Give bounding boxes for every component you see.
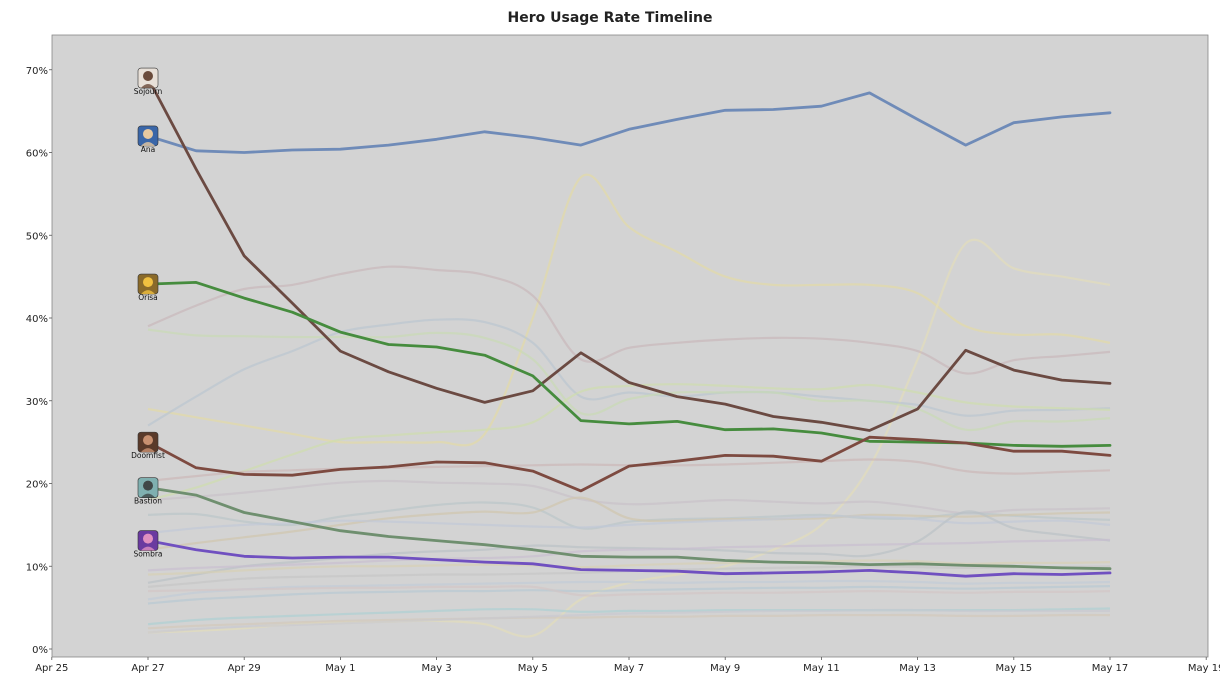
orisa-portrait-shoulders bbox=[141, 290, 155, 295]
x-tick-label: Apr 25 bbox=[35, 663, 68, 674]
hero-label-ana: Ana bbox=[141, 145, 155, 154]
background-series-line-20 bbox=[147, 613, 1111, 630]
background-series-line-12 bbox=[147, 510, 1111, 584]
x-tick-label: May 1 bbox=[325, 663, 355, 674]
y-tick-label: 10% bbox=[26, 562, 48, 573]
y-tick-label: 30% bbox=[26, 397, 48, 408]
y-tick-label: 70% bbox=[26, 66, 48, 77]
background-series-line-21 bbox=[147, 608, 1110, 634]
background-series-line-1 bbox=[147, 173, 1111, 447]
x-tick-label: May 11 bbox=[803, 663, 840, 674]
bastion-portrait-shoulders bbox=[141, 493, 155, 498]
hero-label-bastion: Bastion bbox=[134, 497, 162, 506]
series-line-doomfist bbox=[146, 435, 1112, 493]
plot-area bbox=[51, 34, 1209, 658]
x-tick-label: May 9 bbox=[710, 663, 740, 674]
ana-portrait-shoulders bbox=[141, 141, 155, 146]
x-tick-label: May 7 bbox=[614, 663, 644, 674]
chart-title: Hero Usage Rate Timeline bbox=[507, 10, 713, 26]
orisa-portrait-face bbox=[143, 277, 153, 288]
background-series-line-8 bbox=[147, 479, 1111, 515]
series-line-bastion bbox=[146, 486, 1112, 571]
background-series-line-17 bbox=[147, 585, 1111, 605]
y-tick-label: 60% bbox=[26, 149, 48, 160]
x-tick-label: Apr 27 bbox=[131, 663, 164, 674]
hero-label-doomfist: Doomfist bbox=[131, 451, 165, 460]
x-tick-label: May 3 bbox=[421, 663, 451, 674]
sojourn-portrait-face bbox=[143, 71, 153, 82]
x-tick-label: Apr 29 bbox=[228, 663, 261, 674]
y-tick-label: 0% bbox=[32, 645, 48, 656]
x-tick-label: May 19 bbox=[1188, 663, 1220, 674]
y-tick-label: 20% bbox=[26, 480, 48, 491]
hero-label-sombra: Sombra bbox=[133, 550, 162, 559]
y-tick-label: 50% bbox=[26, 231, 48, 242]
sombra-portrait-face bbox=[143, 533, 153, 544]
background-series-line-4 bbox=[147, 318, 1111, 427]
doomfist-portrait-shoulders bbox=[141, 448, 155, 453]
background-series-line-14 bbox=[147, 559, 1111, 576]
series-line-sombra bbox=[146, 539, 1112, 578]
background-series-line-16 bbox=[147, 579, 1111, 601]
hero-label-orisa: Orisa bbox=[138, 293, 158, 302]
background-series-line-13 bbox=[147, 538, 1111, 572]
sojourn-portrait-shoulders bbox=[141, 84, 155, 89]
x-tick-label: May 15 bbox=[996, 663, 1033, 674]
background-series-line-18 bbox=[147, 585, 1111, 597]
sombra-portrait-shoulders bbox=[141, 546, 155, 551]
bastion-portrait-face bbox=[143, 480, 153, 491]
x-tick-label: May 17 bbox=[1092, 663, 1129, 674]
background-series-line-11 bbox=[147, 515, 1111, 535]
y-tick-label: 40% bbox=[26, 314, 48, 325]
background-series-line-5 bbox=[147, 328, 1111, 432]
ana-portrait-face bbox=[143, 128, 153, 139]
background-series-line-6 bbox=[147, 383, 1111, 502]
hero-label-sojourn: Sojourn bbox=[134, 87, 163, 96]
doomfist-portrait-face bbox=[143, 435, 153, 446]
series-line-ana bbox=[146, 91, 1112, 154]
x-tick-label: May 5 bbox=[518, 663, 548, 674]
x-tick-label: May 13 bbox=[899, 663, 936, 674]
